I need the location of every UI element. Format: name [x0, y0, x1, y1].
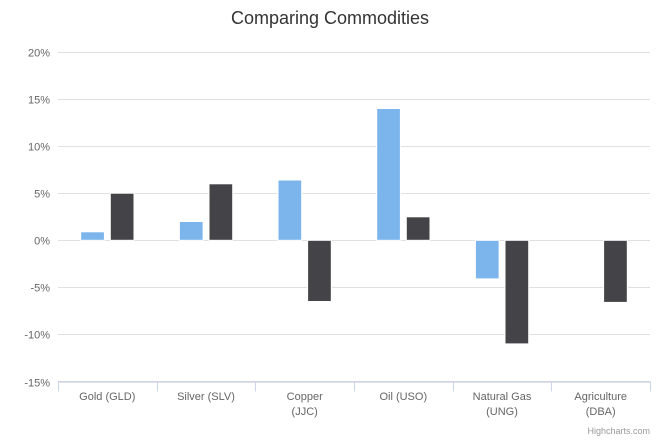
x-axis-category-label: (JJC) [292, 406, 318, 418]
column-series1-4[interactable] [376, 108, 401, 241]
y-axis-label: -5% [30, 283, 50, 295]
x-axis-category-label: (DBA) [586, 406, 616, 418]
column-series1-5[interactable] [474, 239, 500, 280]
x-axis-category-label: Gold (GLD) [79, 391, 135, 403]
column-series1-3[interactable] [277, 179, 303, 241]
column-series2-3[interactable] [307, 239, 332, 303]
y-axis-label: 5% [34, 189, 50, 201]
chart-title: Comparing Commodities [230, 8, 430, 28]
column-series2-5[interactable] [504, 239, 530, 345]
x-axis-category-label: Natural Gas [473, 391, 532, 403]
y-axis-label: 10% [28, 142, 50, 154]
column-series2-6[interactable] [603, 239, 628, 303]
column-series1-1[interactable] [80, 231, 105, 241]
y-axis-label: 0% [34, 236, 50, 248]
column-series2-1[interactable] [109, 192, 135, 241]
y-axis-label: 15% [28, 95, 50, 107]
x-axis-category-label: Silver (SLV) [177, 391, 235, 403]
x-axis-category-label: Oil (USO) [379, 391, 427, 403]
y-axis-label: 20% [28, 48, 50, 60]
y-axis-label: -10% [24, 330, 50, 342]
credits-link[interactable]: Highcharts.com [587, 426, 650, 436]
column-series2-4[interactable] [405, 216, 431, 241]
column-series2-2[interactable] [208, 183, 234, 241]
x-axis-category-label: Agriculture [574, 391, 627, 403]
x-axis-category-label: (UNG) [486, 406, 518, 418]
y-axis-label: -15% [24, 378, 50, 390]
column-series1-2[interactable] [178, 221, 204, 241]
x-axis-category-label: Copper [287, 391, 323, 403]
